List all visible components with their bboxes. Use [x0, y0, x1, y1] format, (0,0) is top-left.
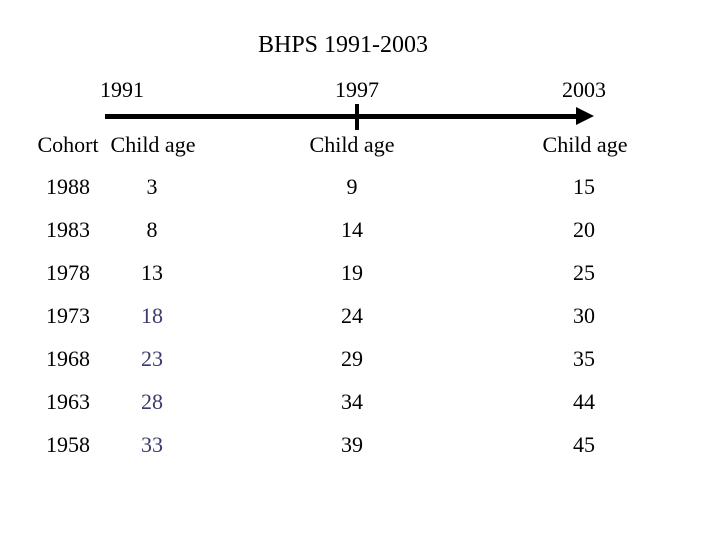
timeline-year-1991: 1991	[100, 77, 144, 102]
table-row-cohort: 1958	[46, 432, 90, 457]
table-row-age1997: 24	[341, 303, 363, 328]
table-row-cohort: 1963	[46, 389, 90, 414]
table-row-cohort: 1988	[46, 174, 90, 199]
timeline-year-2003: 2003	[562, 77, 606, 102]
table-row-age1997: 29	[341, 346, 363, 371]
table-row-age1991: 8	[146, 217, 158, 242]
table-row-cohort: 1973	[46, 303, 90, 328]
table-row-age1997: 39	[341, 432, 363, 457]
timeline-tick-1997	[355, 104, 359, 130]
table-header-childage-2003: Child age	[542, 132, 628, 157]
table-row-age2003: 44	[573, 389, 595, 414]
table-header-childage-1991: Child age	[110, 132, 196, 157]
table-row-age1991-highlighted: 33	[141, 432, 163, 457]
table-row-age1991: 3	[146, 174, 158, 199]
table-row-age1991-highlighted: 28	[141, 389, 163, 414]
table-row-age1991-highlighted: 23	[141, 346, 163, 371]
table-row-age2003: 15	[573, 174, 595, 199]
table-header-childage-1997: Child age	[309, 132, 395, 157]
timeline-arrowhead-icon	[576, 107, 594, 125]
table-row-age1997: 9	[346, 174, 358, 199]
table-row-age1991: 13	[141, 260, 163, 285]
table-row-cohort: 1983	[46, 217, 90, 242]
table-row-cohort: 1968	[46, 346, 90, 371]
table-row-age2003: 45	[573, 432, 595, 457]
table-row-age2003: 20	[573, 217, 595, 242]
slide-title: BHPS 1991-2003	[257, 32, 429, 58]
timeline-arrow-line	[105, 114, 578, 119]
timeline-year-1997: 1997	[335, 77, 379, 102]
table-row-cohort: 1978	[46, 260, 90, 285]
table-header-cohort: Cohort	[37, 132, 99, 157]
table-row-age1997: 14	[341, 217, 363, 242]
table-row-age1991-highlighted: 18	[141, 303, 163, 328]
table-row-age2003: 25	[573, 260, 595, 285]
table-row-age2003: 30	[573, 303, 595, 328]
table-row-age1997: 19	[341, 260, 363, 285]
table-row-age2003: 35	[573, 346, 595, 371]
table-row-age1997: 34	[341, 389, 363, 414]
